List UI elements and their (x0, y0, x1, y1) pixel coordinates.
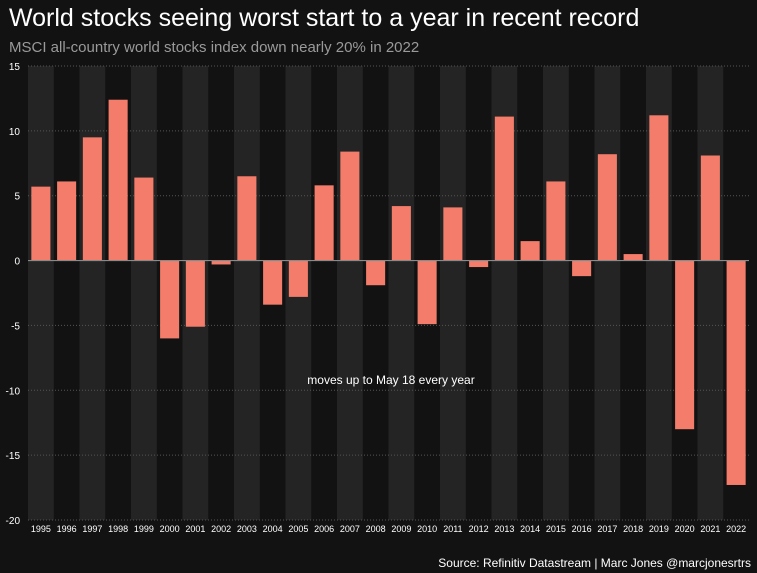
bar-1999 (134, 177, 154, 261)
x-tick-label: 2010 (417, 524, 437, 534)
y-tick-label: -5 (11, 321, 20, 332)
x-tick-label: 2017 (597, 524, 617, 534)
bar-2017 (597, 154, 617, 261)
bar-2022 (726, 260, 746, 485)
y-axis-tick-labels: 15 10 5 0 -5 -10 -15 -20 (6, 62, 21, 527)
x-tick-label: 2009 (391, 524, 411, 534)
x-tick-label: 2020 (675, 524, 695, 534)
y-tick-label: 5 (14, 192, 20, 203)
bar-2013 (494, 116, 514, 261)
chart-title: World stocks seeing worst start to a yea… (9, 4, 640, 32)
bar-2021 (700, 155, 720, 261)
bar-2000 (160, 260, 180, 339)
x-tick-label: 2002 (211, 524, 231, 534)
chart-subtitle: MSCI all-country world stocks index down… (9, 39, 420, 56)
x-tick-label: 2013 (494, 524, 514, 534)
bar-2006 (314, 185, 334, 261)
x-tick-label: 2015 (546, 524, 566, 534)
x-tick-label: 1996 (57, 524, 77, 534)
y-tick-label: 10 (9, 127, 21, 138)
bar-2012 (469, 260, 489, 268)
x-tick-label: 2005 (288, 524, 308, 534)
x-tick-label: 2004 (263, 524, 283, 534)
bar-2001 (185, 260, 205, 327)
bar-1998 (108, 99, 128, 261)
bar-2019 (649, 115, 669, 261)
bar-2009 (391, 206, 411, 261)
bar-1996 (57, 181, 77, 261)
x-tick-label: 2021 (700, 524, 720, 534)
y-tick-label: -15 (6, 451, 21, 462)
x-tick-label: 2018 (623, 524, 643, 534)
y-tick-label: -10 (6, 386, 21, 397)
band-2021 (697, 66, 724, 520)
bar-2014 (520, 241, 540, 261)
x-tick-label: 2019 (649, 524, 669, 534)
x-tick-label: 2016 (572, 524, 592, 534)
bar-2018 (623, 254, 643, 261)
bar-1997 (82, 137, 102, 261)
source-credit: Source: Refinitiv Datastream | Marc Jone… (438, 556, 751, 570)
bars (31, 99, 746, 485)
chart-annotation: moves up to May 18 every year (307, 373, 474, 387)
band-1995 (28, 66, 54, 520)
bar-2003 (237, 176, 257, 261)
bar-2020 (675, 260, 695, 430)
x-tick-label: 1995 (31, 524, 51, 534)
bar-2010 (417, 260, 437, 325)
x-tick-label: 1998 (108, 524, 128, 534)
y-tick-label: 0 (14, 257, 20, 268)
x-tick-label: 2000 (160, 524, 180, 534)
x-tick-label: 2006 (314, 524, 334, 534)
x-axis-tick-labels: 1995 1996 1997 1998 1999 2000 2001 2002 2003 2004… (31, 524, 746, 534)
x-tick-label: 2003 (237, 524, 257, 534)
bar-2011 (443, 207, 463, 261)
alternating-bands (28, 66, 724, 520)
band-1997 (79, 66, 106, 520)
bar-1995 (31, 186, 51, 261)
x-tick-label: 2012 (469, 524, 489, 534)
gridlines (28, 65, 749, 521)
bar-2007 (340, 151, 360, 261)
x-tick-label: 2007 (340, 524, 360, 534)
x-tick-label: 2022 (726, 524, 746, 534)
x-tick-label: 2014 (520, 524, 540, 534)
y-tick-label: -20 (6, 516, 21, 527)
y-tick-label: 15 (9, 62, 21, 73)
x-tick-label: 1997 (82, 524, 102, 534)
x-tick-label: 2008 (366, 524, 386, 534)
band-2015 (543, 66, 569, 520)
x-tick-label: 2001 (185, 524, 205, 534)
x-tick-label: 1999 (134, 524, 154, 534)
x-tick-label: 2011 (443, 524, 462, 534)
bar-2015 (546, 181, 566, 261)
band-2011 (440, 66, 466, 520)
band-2009 (388, 66, 415, 520)
bar-2008 (366, 260, 386, 286)
band-2017 (594, 66, 621, 520)
bar-2016 (572, 260, 592, 277)
band-2003 (234, 66, 260, 520)
bar-2002 (211, 260, 231, 265)
band-1999 (131, 66, 157, 520)
band-2007 (337, 66, 363, 520)
bar-2004 (263, 260, 283, 305)
bar-2005 (288, 260, 308, 297)
